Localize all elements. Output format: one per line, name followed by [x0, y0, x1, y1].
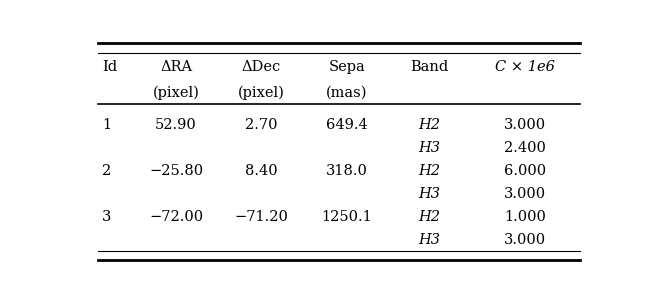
Text: C × 1e6: C × 1e6	[495, 60, 555, 74]
Text: 318.0: 318.0	[326, 164, 368, 178]
Text: 3.000: 3.000	[504, 118, 546, 132]
Text: 3.000: 3.000	[504, 232, 546, 247]
Text: (pixel): (pixel)	[238, 85, 285, 100]
Text: 8.40: 8.40	[245, 164, 278, 178]
Text: H3: H3	[418, 141, 441, 155]
Text: Band: Band	[410, 60, 449, 74]
Text: Sepa: Sepa	[328, 60, 365, 74]
Text: 2: 2	[102, 164, 111, 178]
Text: 2.70: 2.70	[245, 118, 277, 132]
Text: 649.4: 649.4	[326, 118, 367, 132]
Text: 1250.1: 1250.1	[322, 210, 372, 224]
Text: H3: H3	[418, 232, 441, 247]
Text: 3: 3	[102, 210, 112, 224]
Text: 3.000: 3.000	[504, 187, 546, 201]
Text: H3: H3	[418, 187, 441, 201]
Text: H2: H2	[418, 210, 441, 224]
Text: Id: Id	[102, 60, 117, 74]
Text: 2.400: 2.400	[504, 141, 546, 155]
Text: H2: H2	[418, 164, 441, 178]
Text: 52.90: 52.90	[155, 118, 197, 132]
Text: H2: H2	[418, 118, 441, 132]
Text: 6.000: 6.000	[504, 164, 546, 178]
Text: ΔRA: ΔRA	[160, 60, 192, 74]
Text: ΔDec: ΔDec	[242, 60, 281, 74]
Text: −71.20: −71.20	[234, 210, 289, 224]
Text: 1: 1	[102, 118, 111, 132]
Text: −72.00: −72.00	[149, 210, 203, 224]
Text: (mas): (mas)	[326, 85, 367, 99]
Text: −25.80: −25.80	[149, 164, 203, 178]
Text: (pixel): (pixel)	[152, 85, 199, 100]
Text: 1.000: 1.000	[504, 210, 546, 224]
